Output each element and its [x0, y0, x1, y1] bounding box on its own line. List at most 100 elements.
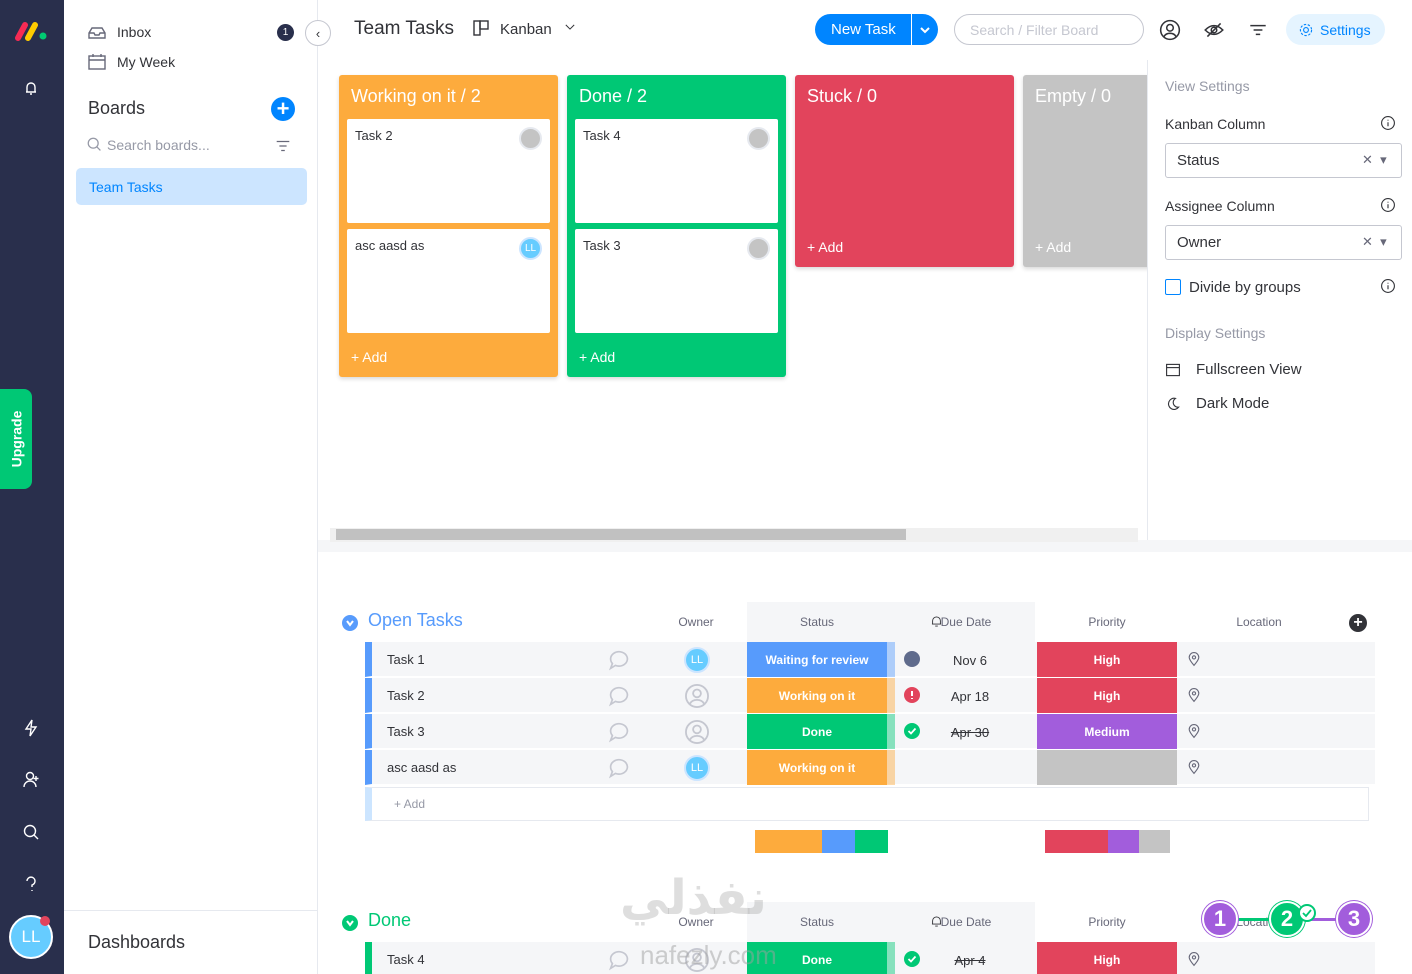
status-cell[interactable]: Done	[747, 714, 887, 749]
card-avatar-empty	[747, 127, 770, 150]
header-icon[interactable]	[1247, 19, 1269, 41]
add-board[interactable]: +	[271, 96, 295, 121]
filter-icon	[274, 137, 292, 155]
column-add[interactable]: + Add	[1035, 239, 1072, 255]
task-name[interactable]: asc aasd as	[387, 760, 457, 775]
column-add[interactable]: + Add	[807, 239, 844, 255]
status-label: Working on it	[778, 688, 856, 703]
settings-button[interactable]: Settings	[1286, 14, 1385, 45]
board-search[interactable]: Search / Filter Board	[954, 14, 1144, 45]
location-icon	[1186, 650, 1202, 668]
dropdown-value: Owner	[1177, 234, 1222, 251]
new-task-button[interactable]: New Task	[815, 14, 938, 45]
settings-panel: View Settings Kanban Column Status ✕ ▾ Owner…	[1147, 60, 1412, 540]
header-bg	[747, 602, 1035, 642]
info-icon	[1380, 197, 1396, 213]
location-icon	[1186, 950, 1202, 968]
due-date[interactable]: Apr 30	[950, 725, 990, 740]
comment-icon[interactable]	[607, 948, 631, 972]
nav-icon[interactable]	[21, 78, 41, 98]
add-task[interactable]: + Add	[394, 797, 426, 811]
nav-icon[interactable]	[21, 822, 41, 842]
kanban-card[interactable]: Task 3	[575, 229, 778, 333]
kanban-card[interactable]: Task 4	[575, 119, 778, 223]
summary-segment	[755, 830, 822, 853]
task-name[interactable]: Task 3	[387, 724, 425, 739]
status-cell[interactable]: Waiting for review	[747, 642, 887, 677]
fullscreen-option[interactable]: Fullscreen View	[1196, 361, 1302, 378]
board-search[interactable]: Search boards...	[107, 137, 210, 153]
header-icon[interactable]	[1159, 19, 1181, 41]
board-item[interactable]: Team Tasks	[76, 168, 307, 205]
group-toggle[interactable]	[342, 915, 358, 931]
watermark-arabic: نفذلي	[620, 872, 767, 925]
column-add[interactable]: + Add	[351, 349, 388, 365]
step: 3	[1336, 901, 1372, 937]
priority-cell[interactable]	[1037, 750, 1177, 785]
section-title: Display Settings	[1165, 325, 1266, 341]
status-label: Waiting for review	[765, 652, 869, 667]
group-toggle[interactable]	[342, 615, 358, 631]
bell-icon	[930, 915, 943, 928]
comment-icon[interactable]	[607, 756, 631, 780]
card-avatar-empty	[519, 127, 542, 150]
priority-cell[interactable]: Medium	[1037, 714, 1177, 749]
status-edge	[887, 942, 895, 974]
inbox-link[interactable]: Inbox	[117, 24, 152, 40]
priority-cell[interactable]: High	[1037, 642, 1177, 677]
my-week-link[interactable]: My Week	[117, 54, 176, 70]
priority-label: Medium	[1084, 724, 1130, 739]
checkbox[interactable]	[1165, 279, 1181, 295]
column-add[interactable]: + Add	[579, 349, 616, 365]
status-cell[interactable]: Working on it	[747, 678, 887, 713]
header-icon[interactable]	[1203, 19, 1225, 41]
due-date[interactable]: Nov 6	[953, 653, 987, 668]
kanban-card[interactable]: asc aasd as LL	[347, 229, 550, 333]
column-title: Working on it / 2	[351, 86, 481, 106]
card-name: Task 4	[583, 128, 621, 143]
upgrade-button[interactable]: Upgrade	[0, 389, 32, 489]
add-column[interactable]: +	[1349, 614, 1367, 632]
priority-label: High	[1093, 952, 1121, 967]
priority-cell[interactable]: High	[1037, 678, 1177, 713]
info-icon	[1380, 115, 1396, 131]
view-switch[interactable]: Kanban	[500, 21, 552, 38]
dropdown[interactable]: Owner ✕ ▾	[1165, 225, 1402, 260]
kanban-card[interactable]: Task 2	[347, 119, 550, 223]
section-title: View Settings	[1165, 78, 1250, 94]
task-name[interactable]: Task 4	[387, 952, 425, 967]
dashboards-divider	[64, 910, 318, 911]
board-name: Team Tasks	[89, 178, 163, 195]
nav-icon[interactable]	[21, 718, 41, 738]
kanban-column: Done / 2 Task 4 Task 3 + Add	[567, 75, 786, 377]
status-cell[interactable]: Working on it	[747, 750, 887, 785]
field-label: Assignee Column	[1165, 198, 1275, 214]
comment-icon[interactable]	[607, 648, 631, 672]
dashboards-link[interactable]: Dashboards	[88, 932, 186, 952]
owner-empty	[684, 719, 710, 745]
inbox-icon	[87, 22, 107, 42]
card-name: Task 3	[583, 238, 621, 253]
priority-label: High	[1093, 688, 1121, 703]
checkbox-label[interactable]: Divide by groups	[1189, 279, 1301, 296]
status-cell[interactable]: Done	[747, 942, 887, 974]
nav-icon[interactable]	[21, 874, 41, 894]
nav-icon[interactable]	[21, 770, 41, 790]
task-name[interactable]: Task 1	[387, 652, 425, 667]
card-name: Task 2	[355, 128, 393, 143]
dropdown-controls: ✕ ▾	[1362, 234, 1387, 249]
comment-icon[interactable]	[607, 684, 631, 708]
dropdown[interactable]: Status ✕ ▾	[1165, 143, 1402, 178]
collapse-button[interactable]: ‹	[305, 20, 331, 46]
column-header: Due Date	[940, 615, 992, 629]
priority-cell[interactable]: High	[1037, 942, 1177, 974]
owner-empty	[684, 683, 710, 709]
due-date[interactable]: Apr 4	[954, 953, 986, 968]
dark-mode-option[interactable]: Dark Mode	[1196, 395, 1270, 412]
task-name[interactable]: Task 2	[387, 688, 425, 703]
comment-icon[interactable]	[607, 720, 631, 744]
due-icon	[904, 651, 920, 667]
group-title: Done	[368, 910, 412, 930]
due-date[interactable]: Apr 18	[950, 689, 990, 704]
